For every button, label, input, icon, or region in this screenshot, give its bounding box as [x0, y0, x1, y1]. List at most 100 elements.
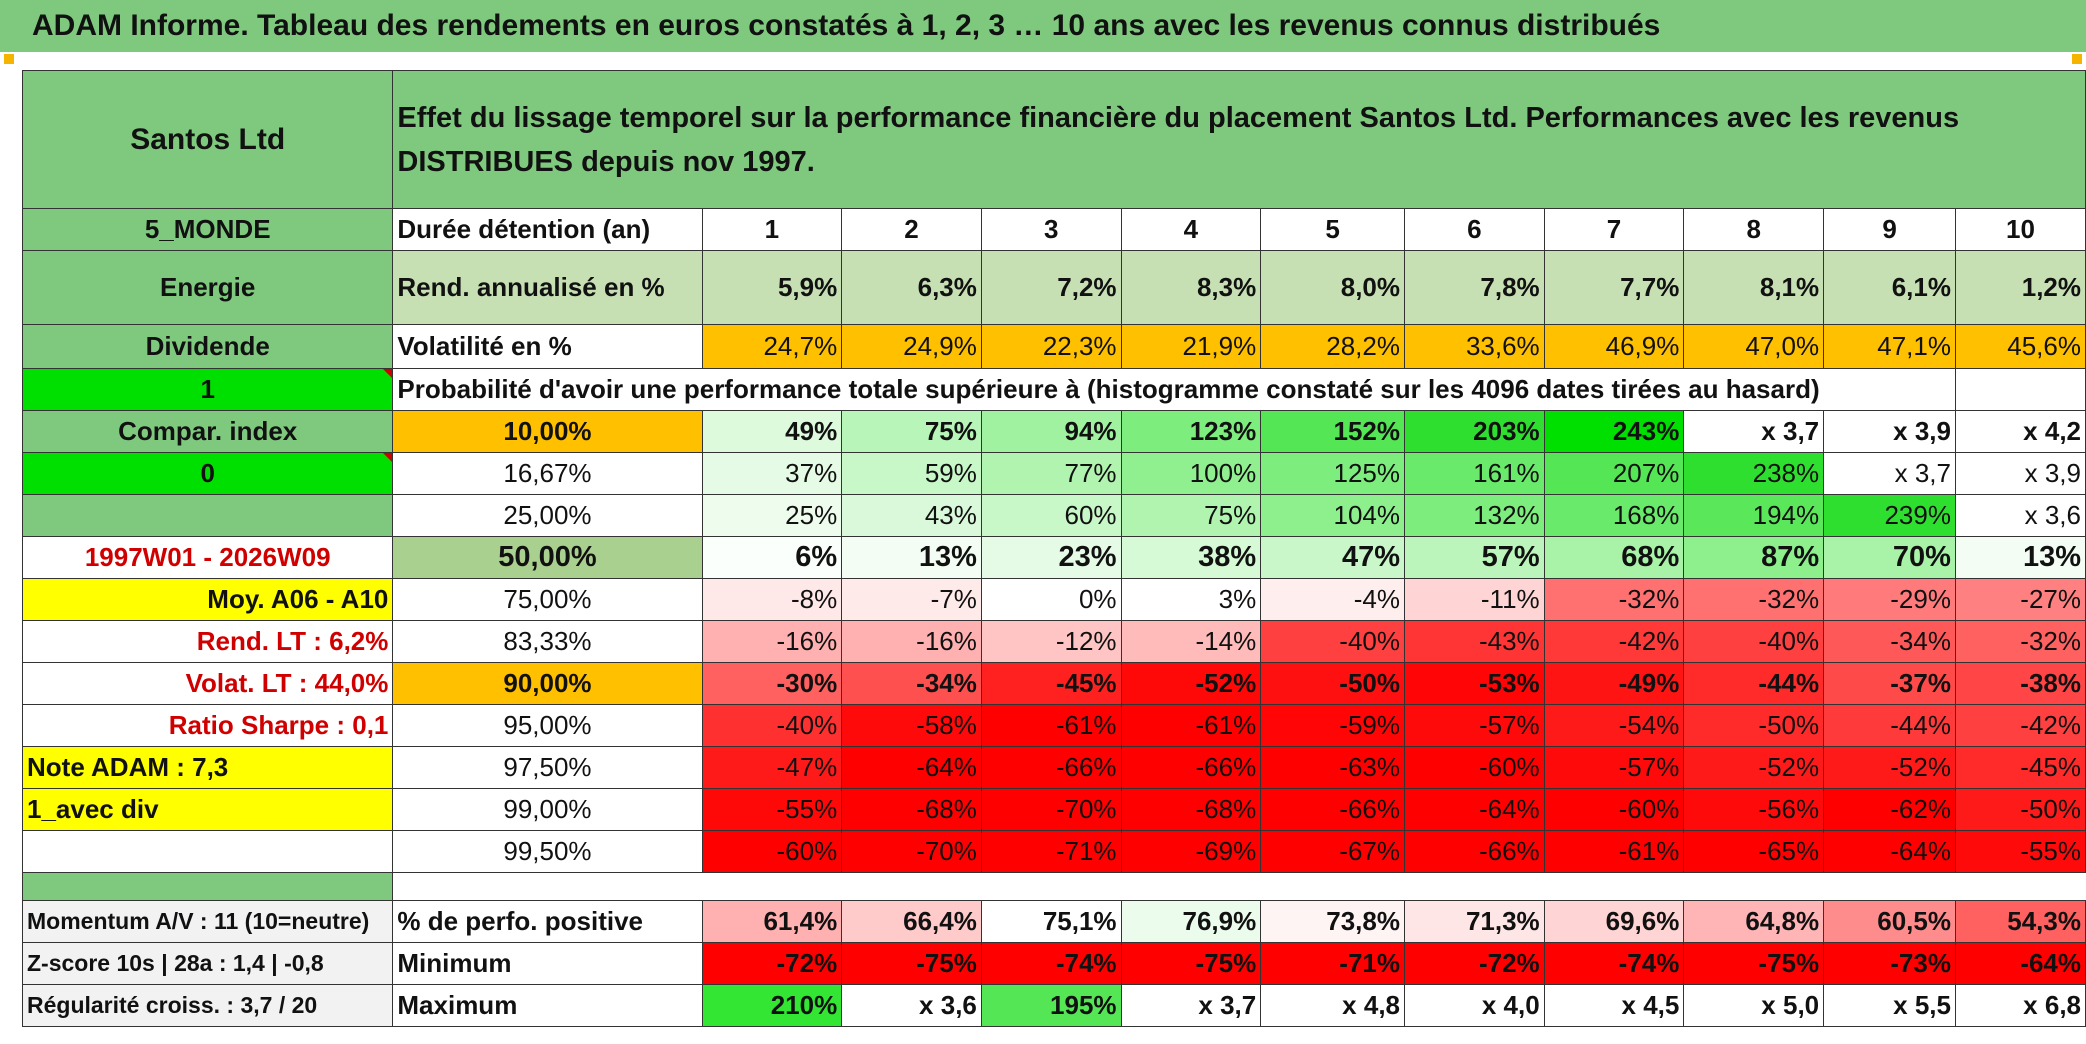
rend-value: 6,3%	[841, 250, 982, 325]
quantile-value: 75%	[841, 410, 982, 453]
quantile-value: 77%	[980, 452, 1122, 495]
quantile-value: 23%	[980, 536, 1122, 579]
quantile-value: 104%	[1260, 494, 1405, 537]
quantile-value: 243%	[1543, 410, 1685, 453]
year-header: 2	[841, 208, 982, 251]
quantile-value: -16%	[701, 620, 843, 663]
quantile-value: -30%	[701, 662, 843, 705]
quantile-threshold: 75,00%	[392, 578, 703, 621]
max-value: x 5,0	[1683, 984, 1825, 1027]
min-value: -74%	[980, 942, 1122, 985]
quantile-value: -42%	[1954, 704, 2086, 747]
vol-value: 22,3%	[980, 324, 1122, 369]
quantile-value: 94%	[980, 410, 1122, 453]
quantile-threshold: 16,67%	[392, 452, 703, 495]
pos-value: 60,5%	[1823, 900, 1956, 943]
quantile-value: 194%	[1683, 494, 1825, 537]
quantile-value: -45%	[980, 662, 1122, 705]
rend-value: 1,2%	[1954, 250, 2086, 325]
minimum-label: Minimum	[392, 942, 703, 985]
quantile-value: -40%	[1260, 620, 1405, 663]
quantile-value: 238%	[1683, 452, 1825, 495]
pos-value: 69,6%	[1543, 900, 1685, 943]
corner-marker	[4, 54, 14, 64]
table-description: Effet du lissage temporel sur la perform…	[392, 70, 2086, 209]
year-header: 5	[1260, 208, 1405, 251]
pos-value: 64,8%	[1683, 900, 1825, 943]
pos-value: 71,3%	[1404, 900, 1545, 943]
quantile-value: -60%	[1404, 746, 1545, 789]
corner-marker	[2072, 54, 2082, 64]
regularity-label: Régularité croiss. : 3,7 / 20	[21, 984, 394, 1027]
quantile-value: 3%	[1120, 578, 1262, 621]
min-value: -74%	[1543, 942, 1685, 985]
quantile-value: -66%	[980, 746, 1122, 789]
min-value: -73%	[1823, 942, 1956, 985]
quantile-value: -12%	[980, 620, 1122, 663]
quantile-value: -57%	[1543, 746, 1685, 789]
max-value: x 3,6	[841, 984, 982, 1027]
quantile-value: -44%	[1823, 704, 1956, 747]
max-value: 210%	[701, 984, 843, 1027]
quantile-value: 125%	[1260, 452, 1405, 495]
quantile-value: 49%	[701, 410, 843, 453]
quantile-value: x 3,7	[1823, 452, 1956, 495]
min-value: -75%	[1683, 942, 1825, 985]
div-label: 1_avec div	[21, 788, 394, 831]
quantile-value: -66%	[1260, 788, 1405, 831]
rend-value: 7,2%	[980, 250, 1122, 325]
quantile-value: -54%	[1543, 704, 1685, 747]
quantile-value: -32%	[1954, 620, 2086, 663]
quantile-value: -8%	[701, 578, 843, 621]
year-header: 3	[980, 208, 1122, 251]
quantile-value: -52%	[1683, 746, 1825, 789]
quantile-value: -55%	[701, 788, 843, 831]
quantile-value: 123%	[1120, 410, 1262, 453]
rend-lt-label: Rend. LT : 6,2%	[21, 620, 394, 663]
quantile-value: -50%	[1954, 788, 2086, 831]
quantile-value: -67%	[1260, 830, 1405, 873]
quantile-value: -11%	[1404, 578, 1545, 621]
quantile-value: -42%	[1543, 620, 1685, 663]
year-header: 7	[1543, 208, 1685, 251]
quantile-threshold: 10,00%	[392, 410, 703, 453]
vol-value: 33,6%	[1404, 324, 1545, 369]
quantile-value: -61%	[980, 704, 1122, 747]
quantile-value: -52%	[1120, 662, 1262, 705]
quantile-value: -40%	[701, 704, 843, 747]
flag-zero: 0	[21, 452, 394, 495]
duree-label: Durée détention (an)	[392, 208, 703, 251]
vol-value: 24,7%	[701, 324, 843, 369]
min-value: -71%	[1260, 942, 1405, 985]
spacer-cell	[393, 873, 2086, 901]
flag-one: 1	[21, 368, 394, 411]
rend-value: 6,1%	[1823, 250, 1956, 325]
quantile-value: -58%	[841, 704, 982, 747]
quantile-value: 25%	[701, 494, 843, 537]
quantile-threshold: 95,00%	[392, 704, 703, 747]
volat-lt-label: Volat. LT : 44,0%	[21, 662, 394, 705]
quantile-value: -59%	[1260, 704, 1405, 747]
vol-value: 47,1%	[1823, 324, 1956, 369]
quantile-value: -38%	[1954, 662, 2086, 705]
quantile-value: 57%	[1404, 536, 1545, 579]
quantile-value: -50%	[1260, 662, 1405, 705]
quantile-threshold: 97,50%	[392, 746, 703, 789]
min-value: -72%	[1404, 942, 1545, 985]
quantile-value: -47%	[701, 746, 843, 789]
spacer-cell	[21, 872, 394, 901]
quantile-threshold: 99,00%	[392, 788, 703, 831]
quantile-value: 100%	[1120, 452, 1262, 495]
rend-value: 7,7%	[1543, 250, 1685, 325]
quantile-value: -40%	[1683, 620, 1825, 663]
pos-value: 66,4%	[841, 900, 982, 943]
quantile-value: -70%	[841, 830, 982, 873]
year-header: 1	[701, 208, 843, 251]
max-value: x 6,8	[1954, 984, 2086, 1027]
quantile-value: x 4,2	[1954, 410, 2086, 453]
quantile-value: x 3,7	[1683, 410, 1825, 453]
year-header: 8	[1683, 208, 1825, 251]
performance-table: Santos Ltd Effet du lissage temporel sur…	[21, 70, 2086, 1027]
quantile-value: -64%	[841, 746, 982, 789]
quantile-value: -34%	[1823, 620, 1956, 663]
